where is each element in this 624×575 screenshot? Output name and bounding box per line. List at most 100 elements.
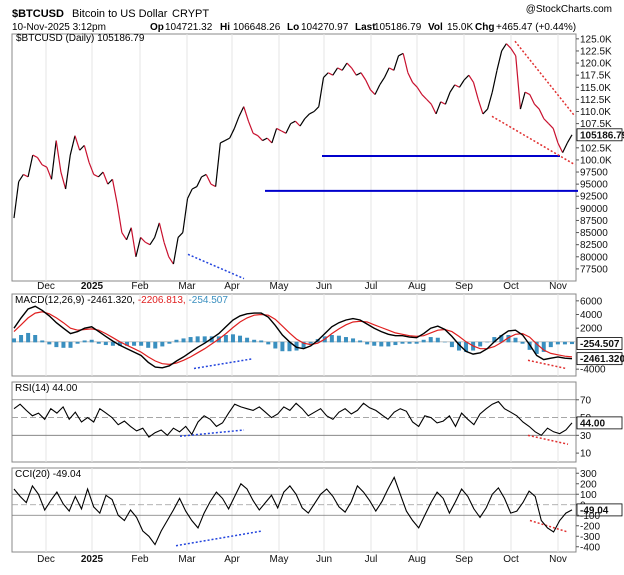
macd-histogram-bar: [82, 340, 87, 343]
current-value-box-rsi: [576, 416, 623, 430]
macd-histogram-bar: [308, 341, 313, 344]
macd-histogram-bar: [110, 341, 115, 346]
price-segment: [196, 176, 203, 187]
price-segment: [468, 74, 475, 83]
price-segment: [505, 43, 512, 49]
price-segment: [341, 62, 348, 71]
macd-histogram-bar: [117, 341, 122, 346]
y-tick-label-price-14: 90000: [580, 204, 608, 215]
macd-histogram-bar: [301, 341, 306, 348]
vol-value: 15.0K: [447, 22, 473, 33]
macd-histogram-bar: [407, 341, 412, 344]
macd-histogram-bar: [485, 341, 490, 343]
watermark: @StockCharts.com: [526, 4, 612, 15]
cci-trend-blue: [175, 530, 263, 547]
price-segment: [74, 135, 81, 151]
macd-histogram-bar: [393, 341, 398, 346]
price-segment: [13, 181, 20, 219]
macd-histogram-bar: [266, 341, 271, 345]
x-tick-label-bottom-7: Jul: [365, 554, 378, 565]
macd-histogram-bar: [96, 341, 101, 344]
macd-histogram-bar: [351, 338, 356, 343]
macd-histogram-bar: [146, 341, 151, 348]
price-segment: [529, 94, 536, 105]
macd-histogram-bar: [209, 336, 214, 343]
price-segment: [534, 103, 540, 110]
macd-histogram-bar: [47, 341, 52, 345]
price-segment: [172, 237, 179, 265]
cci-line: [13, 476, 573, 546]
macd-histogram-bar: [464, 341, 469, 352]
price-segment: [79, 144, 85, 151]
vol-label: Vol: [428, 22, 443, 33]
price-segment: [562, 142, 568, 153]
gridlines: [12, 34, 576, 552]
symbol-label: $BTCUSD: [12, 8, 64, 20]
y-tick-label-cci-8: -400: [580, 542, 600, 553]
x-tick-label-bottom-10: Oct: [503, 554, 519, 565]
price-segment: [158, 222, 165, 243]
y-tick-label-price-8: 105186.79: [580, 130, 624, 141]
y-tick-label-rsi-4: 10: [580, 449, 592, 460]
x-tick-label-top-4: Apr: [224, 281, 240, 292]
price-segment: [18, 174, 24, 183]
price-segment: [145, 241, 151, 246]
price-segment: [393, 55, 400, 71]
y-tick-label-price-17: 82500: [580, 240, 608, 251]
macd-histogram-bar: [492, 337, 497, 343]
price-segment: [566, 134, 573, 144]
x-tick-label-top-10: Oct: [503, 281, 519, 292]
macd-histogram-bar: [26, 332, 31, 343]
price-segment: [552, 128, 559, 144]
macd-trend-blue: [193, 358, 253, 370]
macd-histogram-bar: [534, 341, 539, 354]
price-segment: [454, 84, 460, 88]
price-segment: [32, 154, 38, 159]
cci-legend: CCI(20) -49.04: [15, 469, 82, 480]
price-segment: [290, 120, 296, 125]
y-tick-label-macd-3: -254.507: [580, 339, 620, 350]
open-value: 104721.32: [165, 22, 213, 33]
x-tick-label-bottom-1: 2025: [81, 554, 104, 565]
y-tick-label-macd-5: -4000: [580, 365, 606, 376]
macd-histogram-bar: [19, 335, 24, 343]
current-value-box-price: [576, 128, 623, 142]
macd-histogram-bar: [181, 338, 186, 343]
price-segment: [281, 130, 287, 134]
macd-histogram-bar: [372, 341, 377, 346]
macd-histogram-bar: [238, 335, 243, 343]
macd-histogram-bar: [294, 341, 299, 351]
macd-histogram-bar: [273, 341, 278, 349]
macd-histogram-bar: [548, 341, 553, 348]
x-tick-label-top-1: 2025: [81, 281, 104, 292]
y-tick-label-cci-1: 200: [580, 479, 597, 490]
y-tick-label-cci-4: -49.04: [580, 505, 609, 516]
y-tick-label-price-4: 115.0K: [580, 83, 611, 94]
y-tick-label-price-19: 77500: [580, 264, 608, 275]
price-segment: [215, 142, 221, 187]
price-segment: [487, 91, 493, 110]
price-segment: [224, 137, 230, 142]
panel-macd-frame: [11, 293, 577, 377]
macd-histogram-bar: [89, 339, 94, 343]
price-segment: [463, 74, 470, 81]
price-segment: [243, 106, 250, 122]
macd-histogram-bar: [280, 341, 285, 352]
macd-histogram-bar: [259, 340, 264, 343]
panel-price-frame: [11, 33, 577, 282]
macd-histogram-bar: [343, 337, 348, 343]
macd-signal-line: [13, 311, 573, 366]
price-segment: [435, 101, 442, 115]
x-tick-label-top-7: Jul: [365, 281, 378, 292]
high-value: 106648.26: [233, 22, 281, 33]
macd-histogram-bar: [287, 341, 292, 352]
x-tick-label-top-11: Nov: [549, 281, 567, 292]
x-tick-label-top-0: Dec: [37, 281, 55, 292]
price-segment: [111, 179, 118, 204]
x-tick-label-bottom-6: Jun: [316, 554, 332, 565]
y-tick-label-price-1: 122.5K: [580, 46, 612, 57]
price-segment: [365, 79, 371, 90]
price-segment: [449, 84, 456, 93]
price-segment: [88, 162, 95, 175]
price-segment: [356, 72, 362, 76]
